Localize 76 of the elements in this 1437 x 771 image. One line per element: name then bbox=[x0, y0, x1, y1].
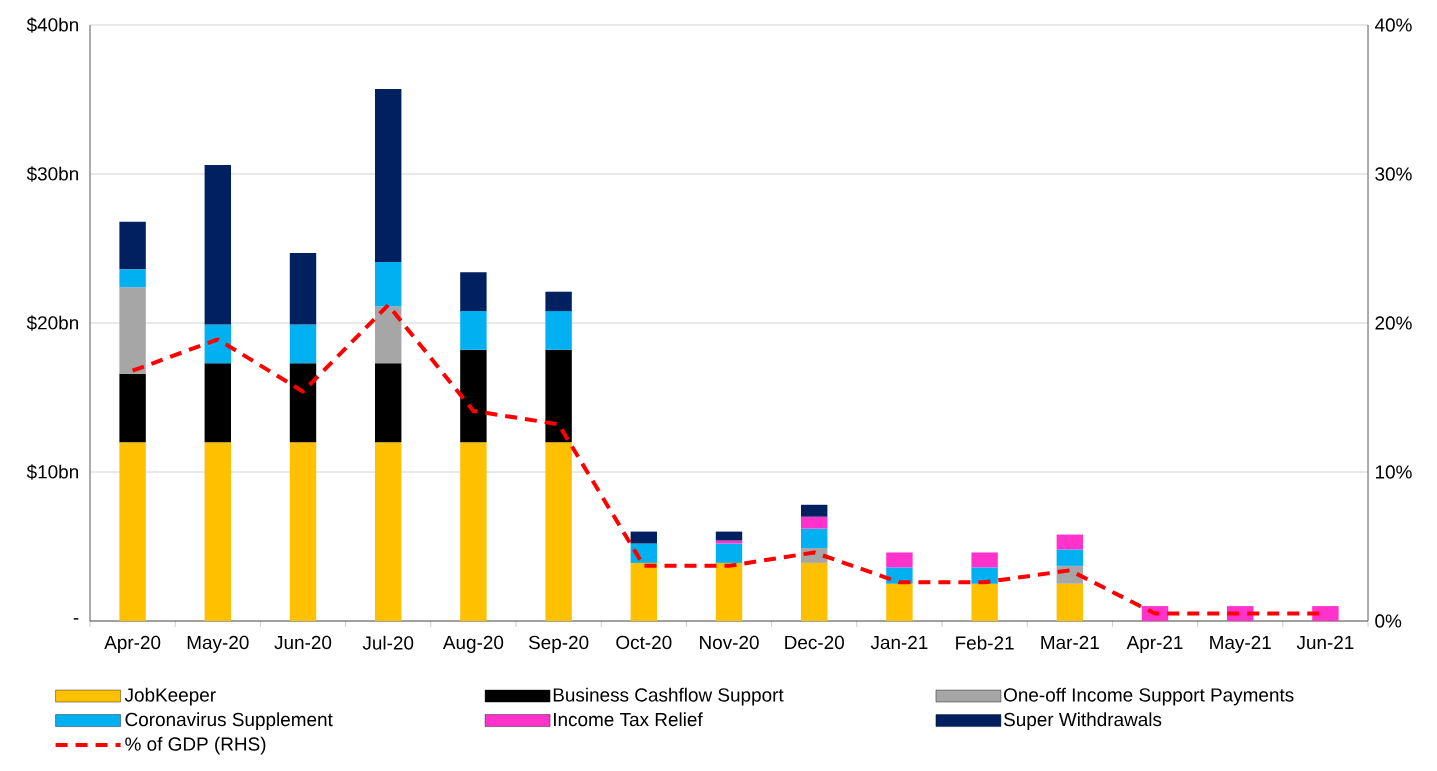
bar bbox=[204, 363, 232, 443]
legend-label: One-off Income Support Payments bbox=[1004, 687, 1294, 706]
legend-label: Super Withdrawals bbox=[1003, 712, 1162, 730]
bar bbox=[1056, 534, 1084, 550]
x-tick-label: Mar-21 bbox=[1041, 635, 1099, 650]
bar bbox=[204, 442, 232, 621]
x-tick-label: Oct-20 bbox=[616, 635, 672, 650]
x-tick-label: Sep-20 bbox=[528, 635, 589, 653]
bar bbox=[204, 165, 232, 325]
bar bbox=[119, 287, 146, 374]
y2-tick-label: 20% bbox=[1375, 316, 1412, 330]
bar bbox=[715, 531, 743, 541]
x-tick-label: Apr-21 bbox=[1126, 635, 1183, 653]
x-tick-label: Nov-20 bbox=[700, 635, 759, 650]
bar bbox=[119, 221, 146, 270]
bar bbox=[715, 543, 743, 563]
legend-label: Income Tax Relief bbox=[554, 712, 703, 727]
bar bbox=[375, 363, 402, 443]
x-tick-label: Dec-20 bbox=[785, 635, 844, 650]
bar bbox=[545, 311, 572, 350]
y2-tick-label: 0% bbox=[1375, 614, 1402, 628]
bar bbox=[545, 349, 572, 443]
bar bbox=[886, 583, 913, 621]
x-tick-label: May-20 bbox=[187, 635, 249, 653]
x-tick-label: Jul-20 bbox=[362, 635, 414, 650]
y-tick-label: $20bn bbox=[26, 315, 78, 331]
bar bbox=[375, 306, 402, 364]
bar bbox=[630, 562, 658, 621]
bar bbox=[545, 442, 572, 621]
bar bbox=[460, 311, 487, 350]
bar bbox=[460, 442, 487, 621]
bar bbox=[1312, 606, 1339, 621]
bar bbox=[1056, 549, 1084, 566]
y2-tick-label: 10% bbox=[1375, 465, 1412, 479]
legend-label: Business Cashflow Support bbox=[553, 687, 784, 706]
bar bbox=[460, 349, 487, 443]
y-tick-label: $30bn bbox=[26, 166, 78, 182]
x-tick-label: May-21 bbox=[1210, 635, 1271, 653]
bar bbox=[971, 583, 998, 621]
bar bbox=[630, 531, 658, 544]
legend-label: Coronavirus Supplement bbox=[125, 712, 333, 730]
y2-tick-label: 30% bbox=[1375, 167, 1412, 181]
bar bbox=[119, 442, 146, 621]
bar bbox=[289, 442, 317, 621]
bar bbox=[715, 540, 743, 544]
y-tick-label: $40bn bbox=[26, 17, 78, 33]
bar bbox=[545, 291, 572, 312]
bar bbox=[971, 552, 998, 568]
bar bbox=[801, 504, 828, 517]
bar bbox=[460, 272, 487, 312]
bar bbox=[204, 324, 232, 364]
y-tick-label: - bbox=[73, 618, 79, 620]
bar bbox=[119, 269, 146, 288]
legend-label: % of GDP (RHS) bbox=[125, 736, 266, 755]
bar bbox=[801, 528, 828, 548]
bar bbox=[289, 252, 317, 325]
bar bbox=[1056, 583, 1084, 621]
x-tick-label: Jun-20 bbox=[274, 635, 332, 650]
x-tick-label: Jun-21 bbox=[1296, 635, 1354, 650]
legend-label: JobKeeper bbox=[124, 687, 216, 706]
bar bbox=[375, 261, 402, 307]
bar bbox=[119, 373, 146, 443]
x-tick-label: Apr-20 bbox=[104, 635, 161, 653]
x-tick-label: Aug-20 bbox=[442, 635, 504, 653]
bar bbox=[289, 324, 317, 364]
bar bbox=[715, 562, 743, 621]
bar bbox=[886, 552, 913, 568]
bar bbox=[289, 363, 317, 443]
x-tick-label: Jan-21 bbox=[870, 635, 928, 650]
y-tick-label: $10bn bbox=[26, 464, 78, 480]
bar bbox=[375, 442, 402, 621]
bar bbox=[801, 516, 828, 529]
bar bbox=[801, 562, 828, 621]
x-tick-label: Feb-21 bbox=[956, 635, 1014, 650]
y2-tick-label: 40% bbox=[1374, 18, 1412, 32]
bar bbox=[375, 89, 402, 262]
